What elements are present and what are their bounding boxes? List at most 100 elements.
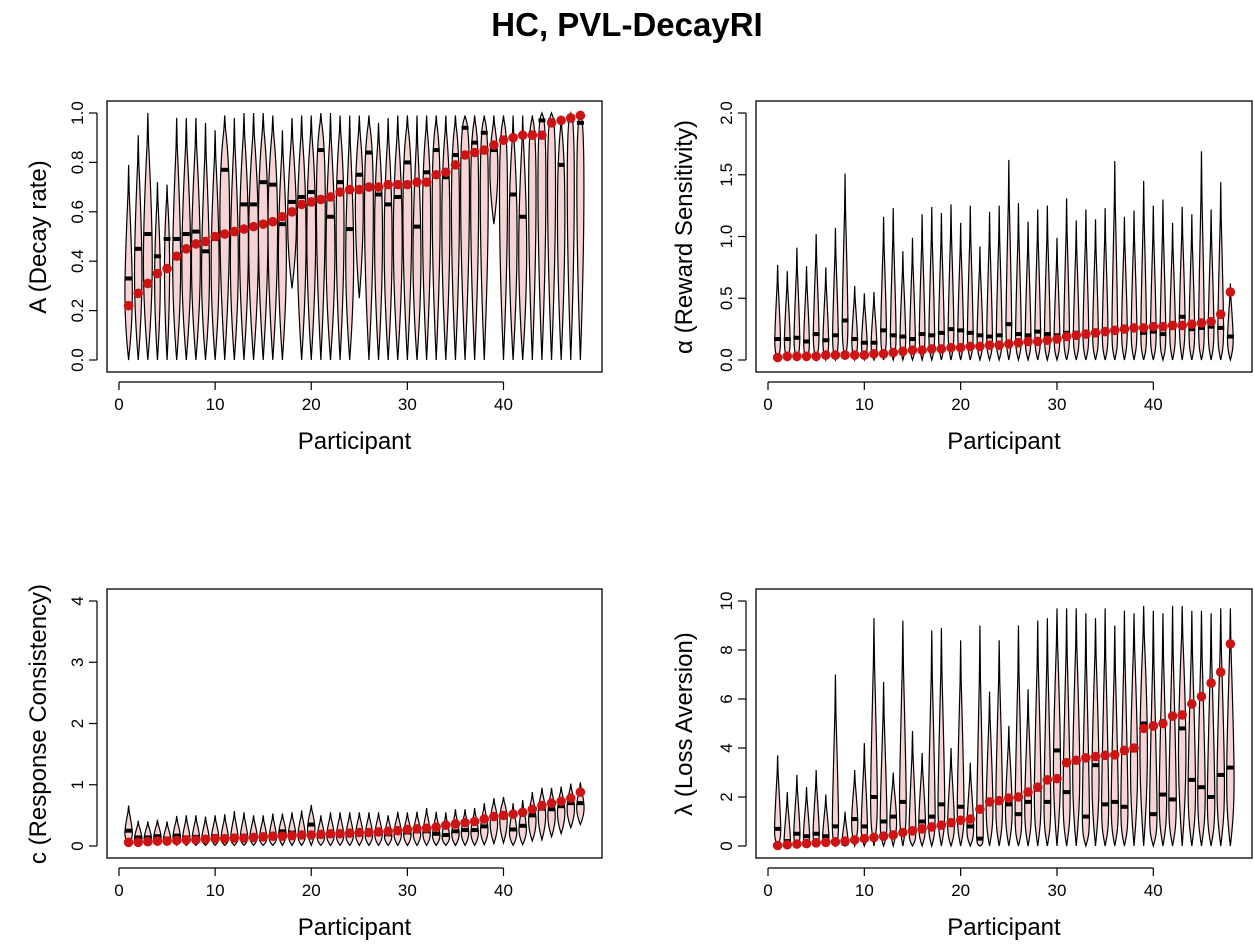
violin — [947, 204, 955, 361]
violin — [956, 640, 965, 847]
violin — [1072, 220, 1080, 361]
median-mark — [812, 332, 820, 337]
median-mark — [1111, 799, 1119, 804]
median-mark — [355, 172, 363, 177]
data-point — [811, 351, 821, 362]
data-point — [316, 194, 326, 205]
data-point — [210, 833, 220, 844]
data-point — [946, 817, 956, 828]
median-mark — [384, 202, 392, 207]
violin — [773, 755, 782, 848]
median-mark — [576, 120, 584, 125]
violin — [1187, 610, 1197, 847]
plot-frame — [106, 100, 603, 373]
violin — [918, 214, 926, 363]
median-mark — [1178, 314, 1186, 319]
x-tick-label: 30 — [398, 395, 417, 414]
median-mark — [509, 192, 517, 197]
y-tick-label: 0 — [717, 841, 736, 850]
median-mark — [451, 152, 459, 157]
violin — [1120, 610, 1129, 847]
violin — [1091, 618, 1100, 847]
violin — [1226, 608, 1235, 847]
median-mark — [995, 333, 1003, 338]
violin — [889, 208, 897, 363]
median-mark — [461, 828, 469, 833]
x-tick-label: 10 — [206, 881, 225, 900]
median-mark — [976, 333, 984, 338]
data-point — [450, 160, 461, 170]
violin — [908, 730, 917, 848]
x-tick-label: 0 — [763, 881, 772, 900]
median-mark — [957, 328, 965, 333]
violin — [1149, 205, 1157, 361]
median-mark — [860, 824, 868, 829]
data-point — [888, 830, 899, 840]
data-point — [1225, 639, 1236, 649]
median-mark — [288, 199, 296, 204]
median-mark — [899, 799, 907, 804]
violin — [518, 800, 528, 847]
data-point — [316, 829, 326, 840]
violin — [229, 117, 239, 361]
data-point — [1138, 723, 1149, 734]
median-mark — [860, 340, 868, 345]
plot-frame — [106, 588, 603, 859]
median-mark — [567, 801, 575, 806]
median-mark — [307, 190, 315, 195]
data-point — [431, 822, 442, 832]
data-point — [936, 820, 947, 830]
chart-panel-2: 0 10 20 30 40 Participant 0.0 0.5 1.0 1.5 2.0 α (Re… — [671, 100, 1253, 455]
y-tick-label: 0 — [68, 841, 87, 850]
violin — [325, 112, 336, 361]
y-axis-label: A (Decay rate) — [25, 160, 52, 313]
data-point — [898, 346, 908, 357]
data-point — [123, 300, 134, 311]
violin — [1101, 208, 1109, 361]
violin — [1120, 216, 1128, 361]
y-tick-label: 1 — [68, 780, 87, 789]
median-mark — [163, 236, 171, 241]
data-point — [849, 350, 860, 360]
data-point — [421, 823, 432, 834]
median-mark — [153, 834, 161, 839]
violin — [277, 130, 287, 361]
data-point — [546, 118, 557, 128]
data-point — [143, 836, 153, 847]
median-mark — [1169, 797, 1177, 802]
violin — [335, 812, 345, 847]
data-point — [936, 344, 947, 354]
violin — [1082, 209, 1090, 361]
median-mark — [1197, 325, 1205, 330]
data-point — [965, 814, 976, 824]
data-point — [517, 130, 528, 141]
data-point — [200, 236, 211, 247]
violin — [1092, 219, 1099, 361]
violin — [889, 772, 898, 849]
violin — [306, 115, 317, 361]
data-point — [994, 340, 1004, 350]
median-mark — [1101, 802, 1109, 807]
x-tick-label: 10 — [855, 881, 874, 900]
violin — [898, 620, 907, 847]
median-mark — [576, 801, 584, 806]
y-tick-label: 1.5 — [717, 163, 736, 187]
data-point — [239, 224, 249, 234]
median-mark — [317, 148, 325, 153]
violin — [812, 234, 820, 363]
violin — [297, 810, 306, 847]
data-point — [296, 830, 307, 840]
data-point — [200, 834, 211, 845]
median-mark — [173, 236, 181, 241]
median-mark — [783, 337, 791, 342]
data-point — [335, 187, 345, 197]
data-point — [926, 822, 937, 832]
violin — [1159, 199, 1167, 363]
data-point — [181, 244, 192, 254]
data-point — [1138, 323, 1149, 333]
median-mark — [557, 162, 565, 167]
median-mark — [1217, 325, 1225, 330]
median-mark — [1188, 777, 1196, 782]
data-point — [984, 340, 995, 350]
y-tick-label: 0.4 — [68, 249, 87, 273]
